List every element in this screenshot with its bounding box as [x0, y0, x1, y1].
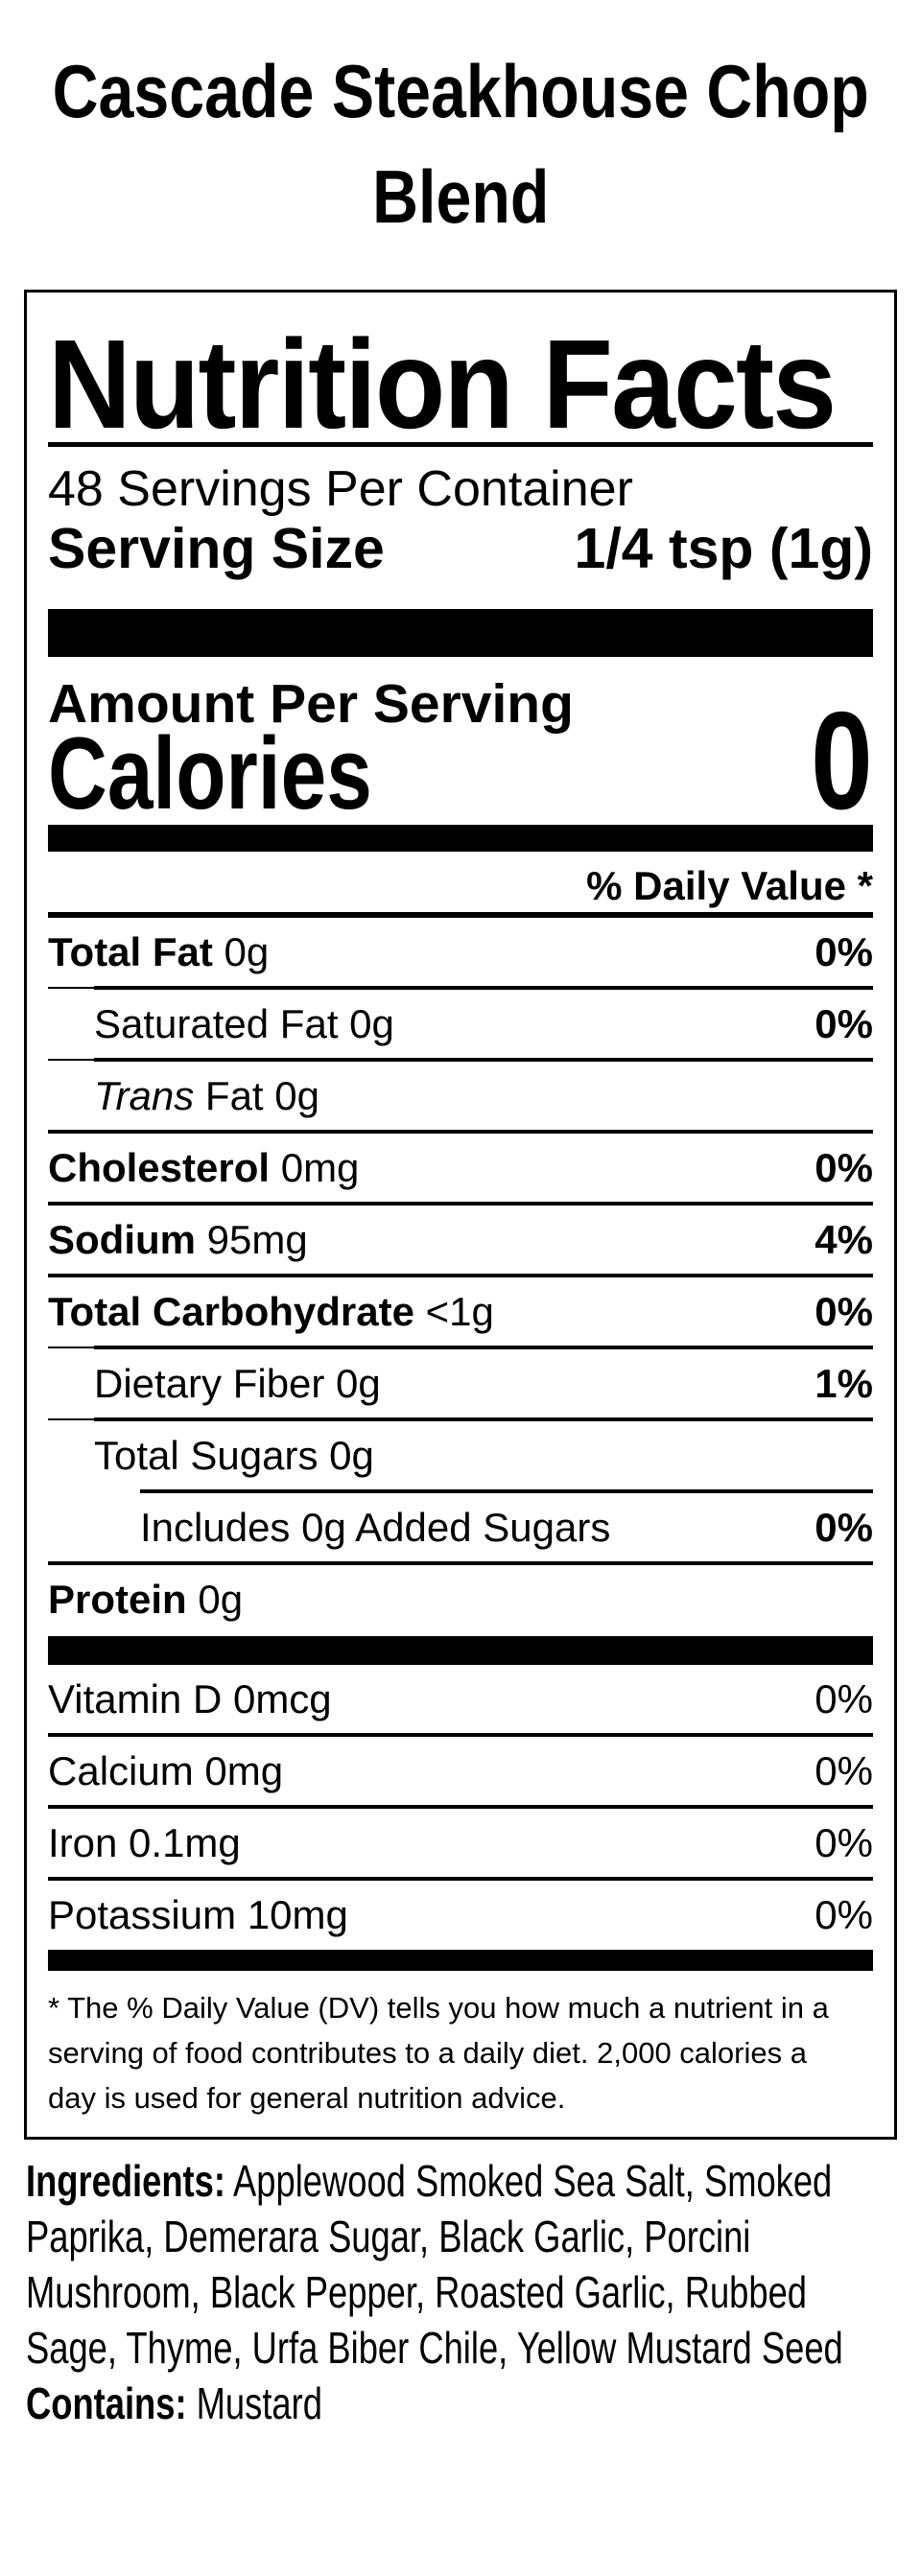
row-divider [48, 1058, 873, 1062]
nutrient-row-cholesterol: Cholesterol 0mg 0% [48, 1134, 873, 1202]
calories-section-bar [48, 825, 873, 852]
ingredients-text: Applewood Smoked Sea Salt, Smoked Paprik… [26, 2156, 843, 2373]
contains-label: Contains: [26, 2378, 187, 2428]
vitamin-row-vitamin-d: Vitamin D 0mcg 0% [48, 1665, 873, 1733]
nutrient-dv: 4% [815, 1216, 873, 1262]
nutrient-dv: 0% [815, 1504, 873, 1550]
vitamin-dv: 0% [815, 1675, 873, 1721]
serving-size-value: 1/4 tsp (1g) [574, 517, 873, 580]
calories-row: Calories 0 [48, 683, 873, 838]
nutrient-row-dietary-fiber: Dietary Fiber 0g 1% [48, 1349, 873, 1417]
row-divider [48, 1561, 873, 1565]
ingredients-paragraph: Ingredients: Applewood Smoked Sea Salt, … [26, 2153, 897, 2376]
ingredients-label: Ingredients: [26, 2156, 225, 2206]
nutrient-name: Total Sugars 0g [94, 1432, 374, 1478]
serving-size-row: Serving Size 1/4 tsp (1g) [48, 518, 873, 579]
daily-value-header: % Daily Value * [586, 863, 873, 908]
ingredients-section: Ingredients: Applewood Smoked Sea Salt, … [26, 2153, 921, 2431]
nutrient-row-total-fat: Total Fat 0g 0% [48, 918, 873, 986]
vitamin-name: Potassium 10mg [48, 1891, 348, 1937]
nutrient-dv: 0% [815, 1000, 873, 1046]
vitamin-row-iron: Iron 0.1mg 0% [48, 1809, 873, 1877]
nutrient-dv: 0% [815, 1144, 873, 1190]
row-divider [48, 1417, 873, 1421]
vitamin-dv: 0% [815, 1819, 873, 1865]
nutrient-name: Protein 0g [48, 1576, 244, 1622]
serving-section-bar [48, 609, 873, 657]
vitamin-name: Calcium 0mg [48, 1747, 284, 1793]
vitamin-row-calcium: Calcium 0mg 0% [48, 1737, 873, 1805]
nutrition-facts-heading: Nutrition Facts [48, 314, 837, 455]
servings-per-container: 48 Servings Per Container [48, 461, 633, 517]
nutrient-row-sodium: Sodium 95mg 4% [48, 1206, 873, 1274]
contains-paragraph: Contains: Mustard [26, 2376, 897, 2431]
contains-text: Mustard [186, 2378, 322, 2428]
row-divider [48, 1346, 873, 1349]
nutrient-name: Includes 0g Added Sugars [140, 1504, 611, 1550]
daily-value-divider [48, 912, 873, 918]
nutrient-row-total-sugars: Total Sugars 0g [48, 1421, 873, 1489]
vitamin-dv: 0% [815, 1891, 873, 1937]
vitamin-dv: 0% [815, 1747, 873, 1793]
nutrient-name: Total Carbohydrate <1g [48, 1288, 494, 1334]
footnote-text: * The % Daily Value (DV) tells you how m… [48, 1991, 829, 2115]
amount-per-serving-label: Amount Per Serving [48, 673, 574, 735]
row-divider [48, 1877, 873, 1881]
nutrient-name: Total Fat 0g [48, 928, 270, 974]
protein-section-bar [48, 1636, 873, 1665]
footnote-section-bar [48, 1950, 873, 1971]
nutrient-name: Sodium 95mg [48, 1216, 308, 1262]
calories-value: 0 [811, 683, 873, 838]
calories-label: Calories [48, 715, 372, 831]
row-divider [48, 1489, 873, 1493]
nutrient-dv: 1% [815, 1360, 873, 1406]
nutrient-row-saturated-fat: Saturated Fat 0g 0% [48, 990, 873, 1058]
vitamin-name: Iron 0.1mg [48, 1819, 241, 1865]
nutrient-name: Saturated Fat 0g [94, 1000, 394, 1046]
nutrient-name: Dietary Fiber 0g [94, 1360, 381, 1406]
heading-divider [48, 442, 873, 447]
serving-size-label: Serving Size [48, 517, 385, 580]
vitamin-name: Vitamin D 0mcg [48, 1675, 332, 1721]
nutrient-dv: 0% [815, 1288, 873, 1334]
vitamin-row-potassium: Potassium 10mg 0% [48, 1881, 873, 1949]
nutrient-row-protein: Protein 0g [48, 1565, 873, 1633]
page-title: Cascade Steakhouse Chop Blend [52, 49, 869, 239]
row-divider [48, 1130, 873, 1134]
nutrient-row-added-sugars: Includes 0g Added Sugars 0% [48, 1493, 873, 1561]
row-divider [48, 1733, 873, 1737]
nutrient-row-total-carbohydrate: Total Carbohydrate <1g 0% [48, 1277, 873, 1346]
row-divider [48, 1202, 873, 1206]
nutrient-name: Cholesterol 0mg [48, 1144, 360, 1190]
nutrition-facts-panel: Nutrition Facts 48 Servings Per Containe… [24, 290, 897, 2140]
nutrient-name: Trans Fat 0g [94, 1072, 319, 1118]
nutrient-dv: 0% [815, 928, 873, 974]
nutrient-row-trans-fat: Trans Fat 0g [48, 1062, 873, 1130]
row-divider [48, 1805, 873, 1809]
row-divider [48, 1274, 873, 1277]
row-divider [48, 986, 873, 990]
